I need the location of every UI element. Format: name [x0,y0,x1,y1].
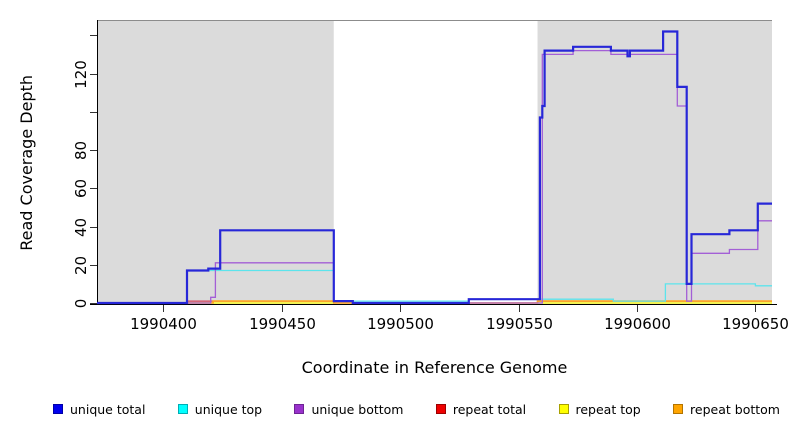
legend-item-repeat-bottom: repeat bottom [673,402,780,417]
x-tick-label: 1990450 [249,315,316,333]
shaded-region [97,21,334,304]
series-unique-bottom [97,49,772,304]
chart-legend: unique total unique top unique bottom repea… [0,399,792,419]
x-tick-label: 1990500 [367,315,434,333]
y-tick-label: 40 [72,218,90,237]
series-unique-total [97,30,772,305]
coverage-chart: 1990400 1990450 1990500 1990550 1990600 19906… [72,20,789,333]
shaded-region [537,21,772,304]
legend-swatch-unique-total [53,404,63,414]
legend-swatch-unique-bottom [294,404,305,414]
legend-label-repeat-total: repeat total [452,401,527,417]
legend-label-unique-bottom: unique bottom [311,401,404,417]
legend-label-repeat-top: repeat top [575,401,641,417]
legend-swatch-unique-top [177,404,188,414]
shaded-region [333,21,538,304]
y-tick-label: 120 [72,60,90,89]
legend-item-repeat-total: repeat total [435,401,527,417]
x-tick-label: 1990550 [486,315,553,333]
y-axis-title: Read Coverage Depth [16,74,36,251]
x-tick-label: 1990600 [604,315,671,333]
x-axis-title: Coordinate in Reference Genome [301,358,568,377]
legend-item-repeat-top: repeat top [558,401,641,417]
y-tick-label: 80 [72,141,90,160]
legend-label-unique-top: unique top [194,401,263,417]
x-tick-label: 1990650 [722,315,789,333]
y-tick-label: 0 [72,299,90,309]
legend-item-unique-total: unique total [53,402,145,417]
y-tick-label: 20 [72,256,90,275]
y-tick-label: 60 [72,179,90,198]
legend-swatch-repeat-bottom [673,404,684,414]
legend-label-unique-total: unique total [70,401,146,417]
y-axis-title-container: Read Coverage Depth [15,20,37,305]
legend-swatch-repeat-total [435,404,446,414]
x-tick-label: 1990400 [130,315,197,333]
legend-label-repeat-bottom: repeat bottom [690,401,780,417]
legend-item-unique-top: unique top [177,401,263,417]
series-unique-top [97,269,772,304]
legend-swatch-repeat-top [558,404,569,414]
legend-item-unique-bottom: unique bottom [294,401,404,417]
